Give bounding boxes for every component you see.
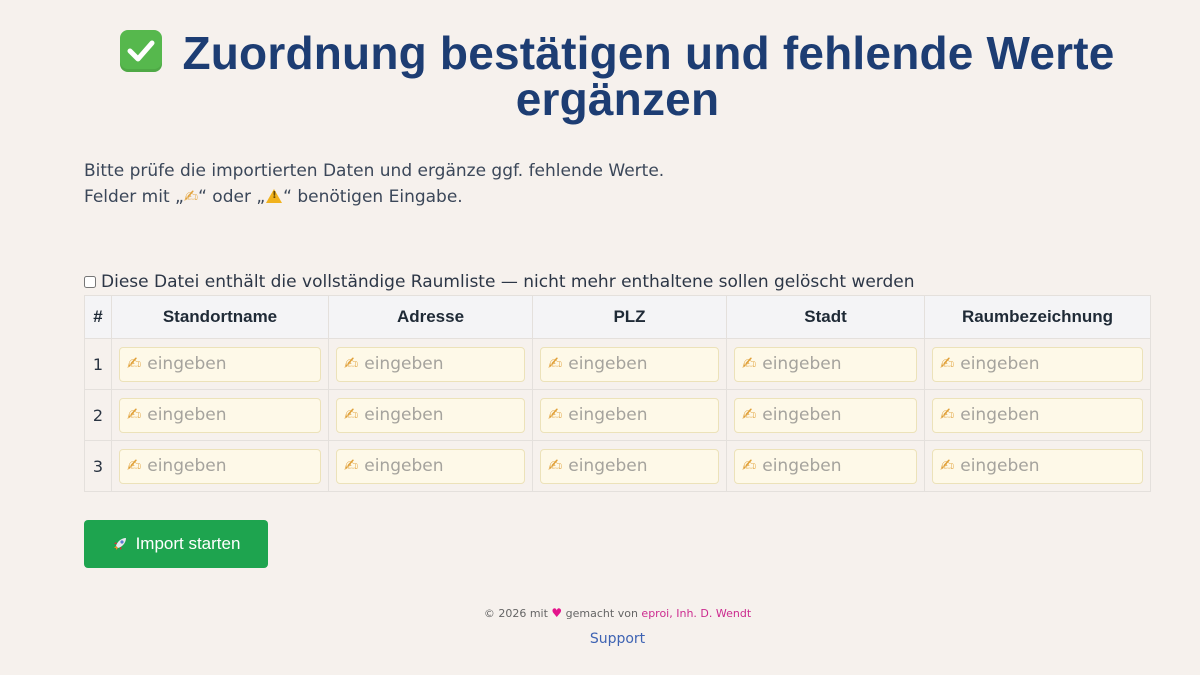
footer: © 2026 mit ♥ gemacht von eproi, Inh. D. … [84, 606, 1151, 620]
table-header-row: # Standortname Adresse PLZ Stadt Raumbez… [84, 295, 1151, 339]
page-title-text: Zuordnung bestätigen und fehlende Werte … [182, 27, 1115, 125]
input-placeholder: eingeben [762, 456, 842, 476]
standortname-input[interactable]: ✍ eingeben [119, 397, 321, 433]
adresse-input[interactable]: ✍ eingeben [336, 346, 525, 382]
table-row: 3 ✍ eingeben ✍ eingeben ✍ eingeben ✍ eingebe… [84, 440, 1151, 492]
plz-input[interactable]: ✍ eingeben [540, 346, 719, 382]
support-row: Support [84, 631, 1151, 647]
full-list-label: Diese Datei enthält die vollständige Rau… [101, 272, 915, 292]
input-placeholder: eingeben [762, 405, 842, 425]
writing-hand-icon: ✍ [742, 354, 757, 374]
row-number: 1 [84, 338, 112, 390]
writing-hand-icon: ✍ [940, 354, 955, 374]
check-mark-icon [120, 30, 163, 72]
table-cell: ✍ eingeben [532, 389, 727, 441]
input-placeholder: eingeben [147, 405, 227, 425]
support-link[interactable]: Support [589, 631, 646, 647]
full-list-option[interactable]: Diese Datei enthält die vollständige Rau… [84, 272, 915, 292]
column-header-plz: PLZ [532, 295, 727, 339]
column-header-standortname: Standortname [111, 295, 329, 339]
table-cell: ✍ eingeben [726, 338, 925, 390]
table-row: 1 ✍ eingeben ✍ eingeben ✍ eingeben ✍ eingebe… [84, 338, 1151, 390]
stadt-input[interactable]: ✍ eingeben [734, 448, 917, 484]
page: Zuordnung bestätigen und fehlende Werte … [84, 0, 1151, 647]
input-placeholder: eingeben [762, 354, 842, 374]
writing-hand-icon: ✍ [344, 456, 359, 476]
stadt-input[interactable]: ✍ eingeben [734, 346, 917, 382]
company-link[interactable]: eproi, Inh. D. Wendt [641, 607, 752, 620]
stadt-input[interactable]: ✍ eingeben [734, 397, 917, 433]
full-list-checkbox[interactable] [84, 276, 96, 288]
standortname-input[interactable]: ✍ eingeben [119, 448, 321, 484]
writing-hand-icon: ✍ [548, 456, 563, 476]
table-cell: ✍ eingeben [111, 440, 329, 492]
mapping-table: # Standortname Adresse PLZ Stadt Raumbez… [84, 295, 1151, 492]
writing-hand-icon: ✍ [183, 187, 199, 207]
writing-hand-icon: ✍ [127, 456, 142, 476]
warning-icon [266, 189, 283, 203]
table-cell: ✍ eingeben [924, 440, 1151, 492]
table-row: 2 ✍ eingeben ✍ eingeben ✍ eingeben ✍ eingebe… [84, 389, 1151, 441]
writing-hand-icon: ✍ [344, 405, 359, 425]
raumbezeichnung-input[interactable]: ✍ eingeben [932, 448, 1143, 484]
row-number: 3 [84, 440, 112, 492]
rocket-icon [112, 536, 128, 552]
input-placeholder: eingeben [568, 456, 648, 476]
writing-hand-icon: ✍ [940, 405, 955, 425]
footer-copyright: © 2026 mit [483, 607, 548, 620]
writing-hand-icon: ✍ [127, 354, 142, 374]
plz-input[interactable]: ✍ eingeben [540, 448, 719, 484]
table-cell: ✍ eingeben [924, 389, 1151, 441]
raumbezeichnung-input[interactable]: ✍ eingeben [932, 346, 1143, 382]
raumbezeichnung-input[interactable]: ✍ eingeben [932, 397, 1143, 433]
intro-line-2: Felder mit „✍“ oder „ “ benötigen Eingabe… [84, 184, 1151, 210]
writing-hand-icon: ✍ [742, 405, 757, 425]
table-cell: ✍ eingeben [328, 338, 533, 390]
writing-hand-icon: ✍ [742, 456, 757, 476]
input-placeholder: eingeben [960, 354, 1040, 374]
column-header-raumbezeichnung: Raumbezeichnung [924, 295, 1151, 339]
table-cell: ✍ eingeben [328, 440, 533, 492]
heart-icon: ♥ [551, 606, 563, 620]
intro-text: Bitte prüfe die importierten Daten und e… [84, 158, 1151, 210]
adresse-input[interactable]: ✍ eingeben [336, 397, 525, 433]
input-placeholder: eingeben [568, 354, 648, 374]
import-start-label: Import starten [135, 534, 241, 553]
plz-input[interactable]: ✍ eingeben [540, 397, 719, 433]
table-cell: ✍ eingeben [111, 389, 329, 441]
input-placeholder: eingeben [147, 456, 227, 476]
input-placeholder: eingeben [147, 354, 227, 374]
intro-line-1: Bitte prüfe die importierten Daten und e… [84, 161, 665, 181]
table-cell: ✍ eingeben [726, 440, 925, 492]
input-placeholder: eingeben [364, 456, 444, 476]
input-placeholder: eingeben [960, 405, 1040, 425]
table-cell: ✍ eingeben [924, 338, 1151, 390]
table-cell: ✍ eingeben [111, 338, 329, 390]
writing-hand-icon: ✍ [548, 405, 563, 425]
writing-hand-icon: ✍ [940, 456, 955, 476]
row-number: 2 [84, 389, 112, 441]
input-placeholder: eingeben [568, 405, 648, 425]
intro-line-2-mid: “ oder „ [198, 187, 266, 207]
table-cell: ✍ eingeben [532, 440, 727, 492]
input-placeholder: eingeben [364, 405, 444, 425]
column-header-stadt: Stadt [726, 295, 925, 339]
writing-hand-icon: ✍ [344, 354, 359, 374]
table-cell: ✍ eingeben [328, 389, 533, 441]
column-header-adresse: Adresse [328, 295, 533, 339]
writing-hand-icon: ✍ [127, 405, 142, 425]
footer-made-by: gemacht von [565, 607, 638, 620]
page-title: Zuordnung bestätigen und fehlende Werte … [84, 0, 1151, 122]
input-placeholder: eingeben [960, 456, 1040, 476]
intro-line-2-suffix: “ benötigen Eingabe. [283, 187, 463, 207]
input-placeholder: eingeben [364, 354, 444, 374]
writing-hand-icon: ✍ [548, 354, 563, 374]
standortname-input[interactable]: ✍ eingeben [119, 346, 321, 382]
intro-line-2-prefix: Felder mit „ [84, 187, 184, 207]
table-cell: ✍ eingeben [532, 338, 727, 390]
column-header-number: # [84, 295, 112, 339]
table-cell: ✍ eingeben [726, 389, 925, 441]
import-start-button[interactable]: Import starten [84, 520, 268, 568]
adresse-input[interactable]: ✍ eingeben [336, 448, 525, 484]
